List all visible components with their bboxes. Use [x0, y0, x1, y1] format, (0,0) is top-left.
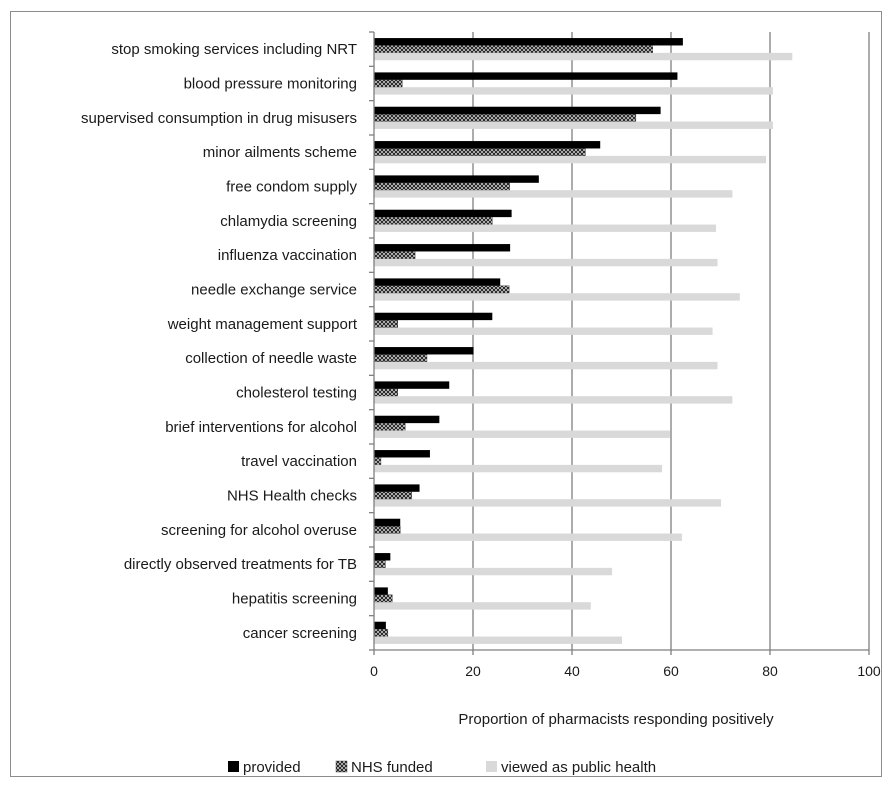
x-axis-title: Proportion of pharmacists responding pos… — [458, 711, 774, 728]
category-label: chlamydia screening — [220, 213, 357, 230]
bar-provided-17 — [374, 621, 386, 630]
legend: provided NHS funded viewed as public healt… — [228, 759, 656, 776]
legend-label-provided: provided — [243, 759, 301, 776]
category-label: hepatitis screening — [232, 591, 357, 608]
legend-swatch-provided — [228, 761, 239, 772]
category-label: NHS Health checks — [227, 488, 357, 505]
bar-viewed-as-public-health-10 — [374, 396, 733, 404]
bar-viewed-as-public-health-14 — [374, 533, 682, 541]
bar-provided-1 — [374, 72, 678, 80]
bar-NHS-funded-8 — [373, 319, 398, 328]
bar-provided-7 — [374, 278, 501, 286]
bar-viewed-as-public-health-9 — [374, 361, 718, 370]
bar-viewed-as-public-health-16 — [374, 602, 591, 610]
bar-provided-12 — [374, 450, 430, 458]
bar-NHS-funded-2 — [373, 113, 637, 122]
category-label: travel vaccination — [241, 453, 357, 470]
bar-provided-8 — [374, 312, 493, 321]
legend-label-viewed-as-public-health: viewed as public health — [501, 759, 656, 776]
bar-viewed-as-public-health-0 — [374, 52, 793, 61]
bar-viewed-as-public-health-3 — [374, 155, 767, 164]
category-label: stop smoking services including NRT — [111, 41, 357, 58]
bar-provided-14 — [374, 518, 401, 527]
bar-viewed-as-public-health-6 — [374, 258, 718, 267]
x-tick-label-40: 40 — [564, 663, 580, 679]
bar-viewed-as-public-health-5 — [374, 224, 717, 232]
category-label: cancer screening — [243, 625, 357, 642]
bar-provided-16 — [374, 587, 388, 595]
bar-NHS-funded-13 — [373, 491, 412, 500]
bar-NHS-funded-0 — [373, 45, 653, 54]
bar-viewed-as-public-health-1 — [374, 87, 773, 95]
category-label: directly observed treatments for TB — [124, 556, 357, 573]
bar-provided-3 — [374, 141, 601, 149]
category-label: weight management support — [167, 316, 358, 333]
bar-NHS-funded-14 — [373, 525, 401, 534]
x-tick-label-20: 20 — [465, 663, 481, 679]
bar-provided-5 — [374, 209, 512, 218]
bar-NHS-funded-10 — [373, 388, 398, 397]
bar-viewed-as-public-health-4 — [374, 190, 733, 198]
bar-NHS-funded-7 — [373, 285, 510, 294]
bar-viewed-as-public-health-8 — [374, 327, 713, 335]
bar-NHS-funded-6 — [373, 251, 416, 260]
bar-viewed-as-public-health-12 — [374, 464, 663, 473]
x-tick-labels: 0 20 40 60 80 100 — [370, 663, 881, 679]
bar-NHS-funded-11 — [373, 422, 406, 431]
bar-provided-0 — [374, 38, 683, 46]
x-tick-label-100: 100 — [857, 663, 881, 679]
bar-viewed-as-public-health-13 — [374, 499, 721, 507]
bar-NHS-funded-17 — [373, 628, 389, 637]
bar-NHS-funded-4 — [373, 182, 510, 191]
category-label: cholesterol testing — [236, 385, 357, 402]
category-label: influenza vaccination — [218, 247, 357, 264]
bar-provided-11 — [374, 415, 440, 424]
category-label: collection of needle waste — [185, 350, 357, 367]
gridlines — [472, 32, 870, 650]
bar-provided-9 — [374, 347, 474, 355]
legend-swatch-NHS-funded — [335, 760, 348, 773]
bars — [373, 38, 793, 644]
x-tick-label-0: 0 — [370, 663, 378, 679]
bar-NHS-funded-5 — [373, 216, 493, 225]
bar-NHS-funded-9 — [373, 354, 428, 363]
bar-viewed-as-public-health-11 — [374, 430, 671, 438]
bar-viewed-as-public-health-7 — [374, 293, 740, 301]
chart-frame — [10, 11, 882, 777]
category-label: screening for alcohol overuse — [161, 522, 357, 539]
bar-provided-4 — [374, 175, 539, 183]
category-label: needle exchange service — [191, 282, 357, 299]
category-label: free condom supply — [226, 179, 357, 196]
bar-viewed-as-public-health-17 — [374, 636, 622, 644]
category-labels: stop smoking services including NRT blood… — [81, 41, 358, 642]
bar-provided-2 — [374, 106, 661, 115]
bar-NHS-funded-16 — [373, 594, 393, 603]
bar-NHS-funded-3 — [373, 148, 586, 157]
bar-provided-10 — [374, 381, 450, 389]
bar-NHS-funded-1 — [373, 79, 403, 88]
bar-viewed-as-public-health-15 — [374, 567, 613, 576]
bar-provided-15 — [374, 553, 391, 561]
bar-provided-13 — [374, 484, 420, 492]
bar-NHS-funded-15 — [373, 560, 386, 569]
legend-label-NHS-funded: NHS funded — [351, 759, 433, 776]
category-label: minor ailments scheme — [203, 144, 357, 161]
axes — [369, 31, 870, 655]
bar-viewed-as-public-health-2 — [374, 121, 773, 129]
category-label: supervised consumption in drug misusers — [81, 110, 357, 127]
bar-NHS-funded-12 — [373, 457, 382, 466]
bar-provided-6 — [374, 244, 511, 252]
category-label: brief interventions for alcohol — [165, 419, 357, 436]
legend-swatch-viewed-as-public-health — [486, 761, 497, 772]
x-tick-label-60: 60 — [663, 663, 679, 679]
category-label: blood pressure monitoring — [184, 76, 357, 93]
x-tick-label-80: 80 — [762, 663, 778, 679]
